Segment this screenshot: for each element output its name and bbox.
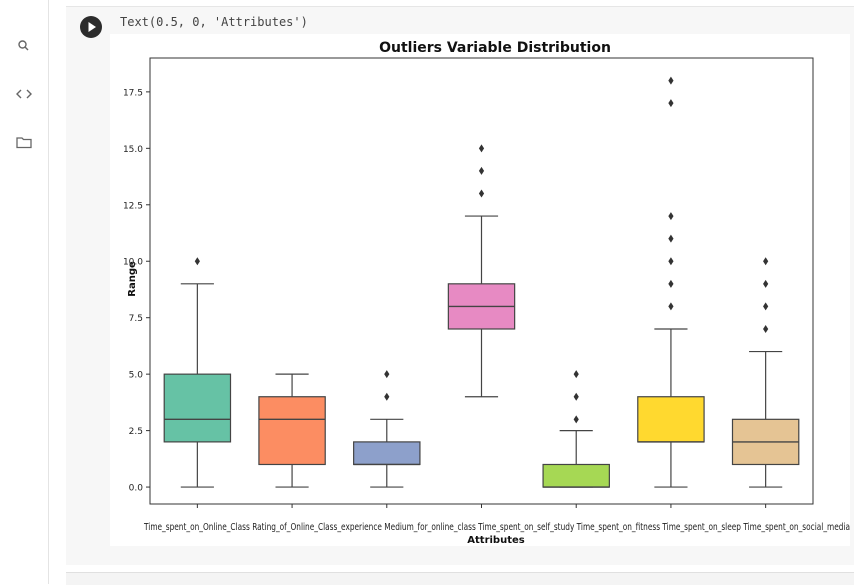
outlier-point	[763, 302, 769, 311]
outlier-point	[573, 415, 579, 424]
y-tick-label: 7.5	[129, 314, 143, 324]
box-plot-chart: Outliers Variable Distribution Range Att…	[110, 34, 850, 546]
y-tick-label: 0.0	[129, 484, 144, 494]
y-tick-label: 12.5	[123, 201, 143, 211]
outlier-point	[763, 279, 769, 288]
outlier-point	[573, 392, 579, 401]
x-tick-labels: Time_spent_on_Online_Class Rating_of_Onl…	[143, 522, 850, 533]
outlier-point	[763, 324, 769, 333]
left-sidebar	[0, 0, 64, 584]
outlier-point	[668, 76, 674, 85]
outlier-point	[478, 166, 485, 175]
chart-title: Outliers Variable Distribution	[379, 40, 611, 56]
next-notebook-cell[interactable]	[66, 572, 854, 585]
outlier-point	[763, 257, 769, 266]
outlier-point	[668, 279, 674, 288]
folder-icon[interactable]	[14, 132, 34, 152]
box-Time_spent_on_Online_Class	[163, 373, 232, 443]
outlier-point	[478, 189, 485, 198]
outlier-point	[384, 392, 390, 401]
cell-output-text: Text(0.5, 0, 'Attributes')	[120, 15, 308, 29]
outlier-point	[194, 257, 200, 266]
y-tick-label: 15.0	[123, 145, 143, 155]
outlier-point	[668, 234, 674, 243]
outlier-point	[668, 257, 674, 266]
play-icon	[88, 22, 96, 32]
outlier-point	[668, 99, 674, 108]
box-Time_spent_on_sleep	[637, 396, 705, 443]
box-Medium_for_online_class	[353, 441, 421, 466]
y-tick-label: 5.0	[129, 371, 144, 381]
outlier-point	[384, 370, 390, 379]
run-cell-button[interactable]	[80, 16, 102, 38]
y-tick-label: 10.0	[123, 258, 143, 268]
search-icon[interactable]	[14, 36, 34, 56]
x-axis-label: Attributes	[467, 535, 524, 546]
box-Time_spent_on_fitness	[542, 463, 610, 488]
y-axis-label: Range	[127, 261, 138, 297]
code-icon[interactable]	[14, 84, 34, 104]
outlier-point	[478, 144, 485, 153]
outlier-point	[668, 212, 674, 221]
y-tick-label: 17.5	[123, 88, 143, 98]
box-Rating_of_Online_Class_experience	[258, 396, 326, 466]
outlier-point	[573, 370, 579, 379]
outlier-point	[668, 302, 674, 311]
sidebar-divider	[48, 0, 49, 584]
y-tick-label: 2.5	[129, 427, 143, 437]
